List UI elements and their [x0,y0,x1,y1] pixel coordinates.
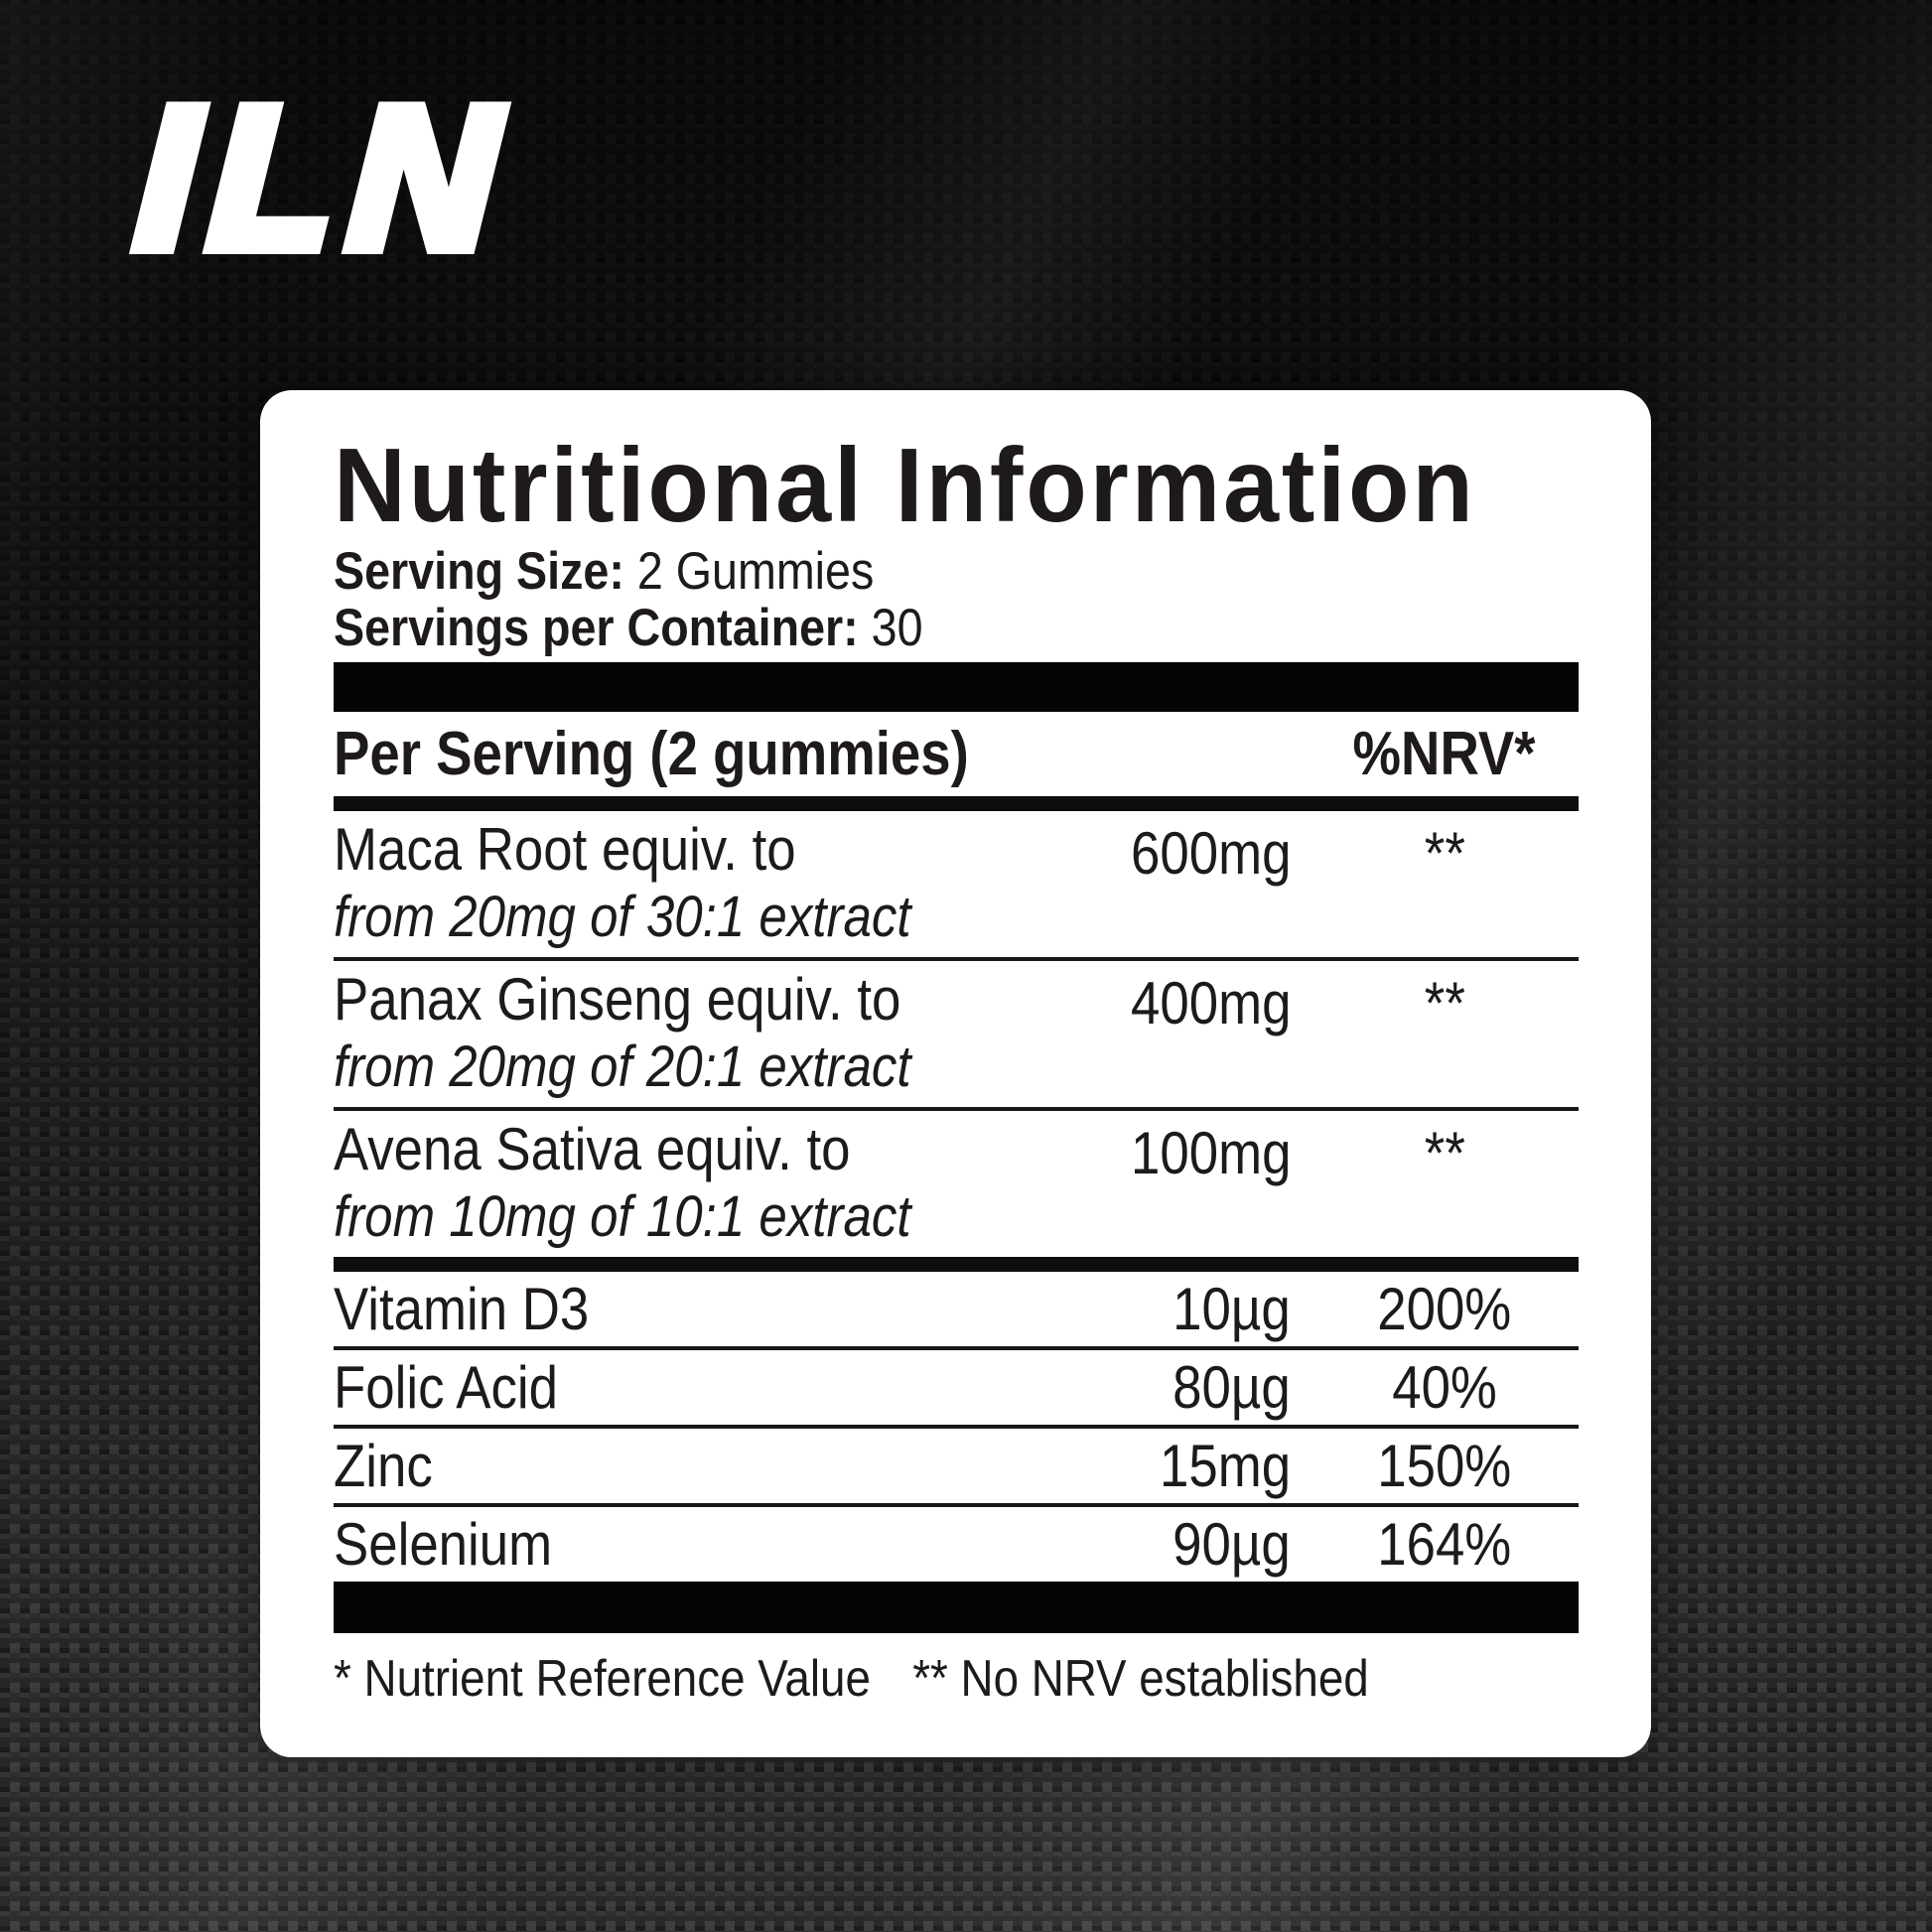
nutrient-amount: 15mg [1159,1433,1291,1499]
nutrient-name: Selenium [334,1511,553,1578]
nutrient-nrv: 150% [1377,1433,1512,1499]
nutrient-name-cell: Folic Acid [334,1353,1072,1422]
nutrient-row-zinc: Zinc 15mg 150% [334,1425,1579,1503]
nutrient-name-cell: Zinc [334,1432,1072,1500]
per-serving-header: Per Serving (2 gummies) [334,720,969,788]
footnote: * Nutrient Reference Value ** No NRV esta… [334,1651,1579,1707]
nutrient-name-cell: Selenium [334,1510,1072,1579]
nutrient-name: Folic Acid [334,1354,558,1421]
divider-bar-mid-2 [334,1257,1579,1272]
ingredient-name-cell: Avena Sativa equiv. to [334,1119,1072,1187]
nutrient-name-cell: Vitamin D3 [334,1275,1072,1343]
nutrient-nrv-cell: 40% [1311,1353,1579,1422]
nutrient-name: Zinc [334,1433,433,1499]
ingredient-row-maca: Maca Root equiv. to 600mg ** from 20mg o… [334,811,1579,957]
ingredient-amount: 100mg [1130,1120,1291,1186]
ingredient-nrv-cell: ** [1311,1119,1579,1187]
nutrient-row-selenium: Selenium 90µg 164% [334,1503,1579,1582]
ingredient-amount-cell: 400mg [1092,969,1291,1037]
ingredient-name: Avena Sativa equiv. to [334,1116,851,1182]
panel-title-text: Nutritional Information [334,427,1476,544]
footnote-no-nrv: ** No NRV established [912,1650,1369,1708]
divider-bar-heavy-bottom [334,1582,1579,1633]
nutrition-panel: Nutritional Information Serving Size: 2 … [260,390,1651,1757]
nutrient-row-folic-acid: Folic Acid 80µg 40% [334,1346,1579,1425]
servings-per-container-value: 30 [871,599,923,657]
serving-size-value: 2 Gummies [636,542,875,601]
nutrient-nrv-cell: 164% [1311,1510,1579,1579]
nutrient-nrv: 164% [1377,1511,1512,1578]
nutrient-amount-cell: 90µg [1092,1510,1291,1579]
nutrient-amount-cell: 10µg [1092,1275,1291,1343]
servings-per-container-line: Servings per Container: 30 [334,600,1579,656]
ingredient-amount-cell: 100mg [1092,1119,1291,1187]
nutrient-nrv: 200% [1377,1276,1512,1342]
nutrient-nrv-cell: 150% [1311,1432,1579,1500]
ingredient-row-avena-sativa: Avena Sativa equiv. to 100mg ** from 10m… [334,1107,1579,1257]
ingredient-name-cell: Maca Root equiv. to [334,819,1072,888]
nrv-header: %NRV* [1353,720,1536,788]
nutrient-name: Vitamin D3 [334,1276,590,1342]
footnote-nrv-definition: * Nutrient Reference Value [334,1650,871,1708]
divider-bar-heavy-top [334,662,1579,712]
ingredient-extract-detail-cell: from 10mg of 10:1 extract [334,1187,1579,1247]
ingredient-name-cell: Panax Ginseng equiv. to [334,969,1072,1037]
nutrient-row-vitamin-d3: Vitamin D3 10µg 200% [334,1272,1579,1346]
per-serving-header-cell: Per Serving (2 gummies) [334,719,1072,789]
ingredient-extract-detail: from 20mg of 30:1 extract [334,885,911,949]
nutrient-amount: 10µg [1173,1276,1291,1342]
ingredient-nrv-cell: ** [1311,819,1579,888]
nutrient-nrv: 40% [1392,1354,1497,1421]
ingredient-name: Maca Root equiv. to [334,816,796,883]
panel-title: Nutritional Information [334,427,1579,544]
ingredient-extract-detail-cell: from 20mg of 20:1 extract [334,1037,1579,1097]
ingredient-nrv-cell: ** [1311,969,1579,1037]
ingredient-extract-detail: from 20mg of 20:1 extract [334,1035,911,1099]
ingredient-name: Panax Ginseng equiv. to [334,966,901,1033]
ingredient-nrv: ** [1424,820,1465,887]
brand-logo: ILN [125,60,526,297]
ingredient-extract-detail-cell: from 20mg of 30:1 extract [334,888,1579,947]
ingredient-amount: 400mg [1130,970,1291,1036]
nutrient-amount-cell: 80µg [1092,1353,1291,1422]
ingredient-amount-cell: 600mg [1092,819,1291,888]
ingredient-extract-detail: from 10mg of 10:1 extract [334,1184,911,1249]
nutrient-amount-cell: 15mg [1092,1432,1291,1500]
ingredient-row-panax-ginseng: Panax Ginseng equiv. to 400mg ** from 20… [334,957,1579,1107]
table-header-row: Per Serving (2 gummies) %NRV* [334,712,1579,796]
nutrient-nrv-cell: 200% [1311,1275,1579,1343]
divider-bar-mid-1 [334,796,1579,811]
serving-info: Serving Size: 2 Gummies Servings per Con… [334,543,1579,656]
serving-size-line: Serving Size: 2 Gummies [334,543,1579,600]
serving-size-label: Serving Size: [334,542,624,601]
nutrient-amount: 80µg [1173,1354,1291,1421]
brand-logo-text: ILN [125,60,526,297]
ingredient-nrv: ** [1424,1120,1465,1186]
nrv-header-cell: %NRV* [1311,719,1579,789]
servings-per-container-label: Servings per Container: [334,599,859,657]
ingredient-amount: 600mg [1130,820,1291,887]
ingredient-nrv: ** [1424,970,1465,1036]
nutrient-amount: 90µg [1173,1511,1291,1578]
